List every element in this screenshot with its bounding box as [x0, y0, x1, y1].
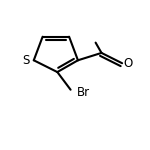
Text: Br: Br [77, 86, 90, 99]
Text: S: S [23, 54, 30, 67]
Text: O: O [123, 57, 133, 70]
